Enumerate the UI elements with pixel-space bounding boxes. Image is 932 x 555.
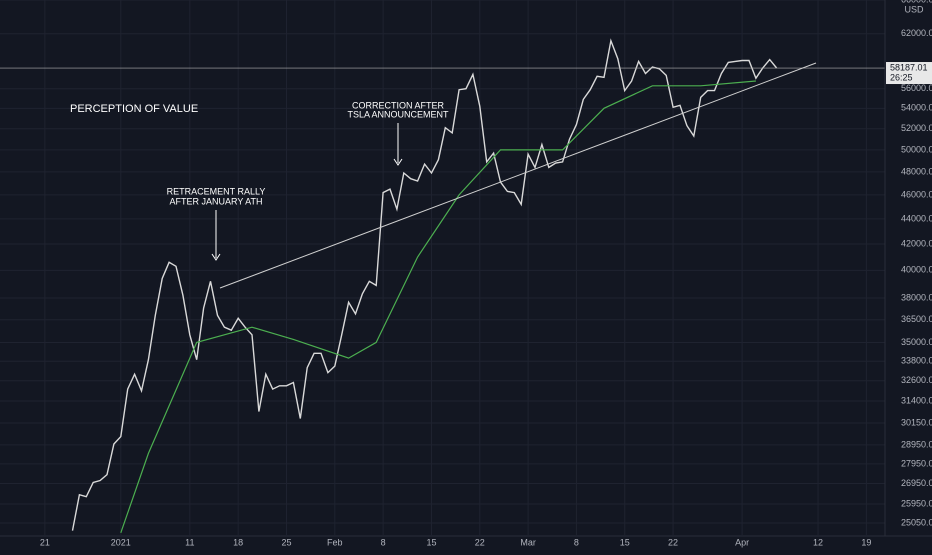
- y-tick-label: 40000.00: [901, 265, 932, 275]
- x-tick-label: 11: [185, 537, 194, 547]
- y-tick-label: 42000.00: [901, 238, 932, 248]
- y-tick-label: 54000.00: [901, 103, 932, 113]
- y-tick-label: 56000.00: [901, 83, 932, 93]
- grid: [0, 0, 885, 535]
- plot: [0, 38, 885, 533]
- x-tick-label: 2021: [111, 537, 131, 547]
- x-tick-label: 19: [861, 537, 871, 547]
- axes: 25050.00 25950.00 26950.00 27950.00 28950.00…: [40, 0, 932, 547]
- x-tick-label: 15: [426, 537, 436, 547]
- x-tick-label: 25: [281, 537, 291, 547]
- y-tick-label: 27950.00: [901, 458, 932, 468]
- y-tick-label: 32600.00: [901, 375, 932, 385]
- y-tick-label: 48000.00: [901, 166, 932, 176]
- last-price-label: 58187.01: [890, 62, 928, 72]
- series-line: [71, 38, 778, 531]
- x-tick-label: Feb: [327, 537, 343, 547]
- annotation: TSLA ANNOUNCEMENT: [347, 109, 449, 119]
- y-tick-label: 38000.00: [901, 292, 932, 302]
- y-tick-label: 30150.00: [901, 417, 932, 427]
- y-tick-label: 36500.00: [901, 314, 932, 324]
- price-axis: [885, 0, 932, 550]
- annotation: PERCEPTION OF VALUE: [70, 103, 198, 115]
- x-tick-label: Apr: [735, 537, 749, 547]
- x-tick-label: 22: [668, 537, 678, 547]
- last-price-box: [886, 62, 932, 85]
- annotation: CORRECTION AFTER: [352, 100, 445, 110]
- y-tick-label: 44000.00: [901, 213, 932, 223]
- y-tick-label: 62000.00: [901, 28, 932, 38]
- x-tick-label: 22: [475, 537, 485, 547]
- arrow-head: [393, 158, 403, 166]
- y-tick-label: 66000.00: [901, 0, 932, 4]
- y-tick-label: 33800.00: [901, 356, 932, 366]
- arrow-head: [211, 253, 221, 261]
- y-tick-label: 25050.00: [901, 517, 932, 527]
- x-tick-label: 8: [381, 537, 386, 547]
- annotation: AFTER JANUARY ATH: [169, 196, 262, 206]
- y-tick-label: 25950.00: [901, 498, 932, 508]
- y-tick-label: 28950.00: [901, 439, 932, 449]
- y-tick-label: 52000.00: [901, 123, 932, 133]
- x-tick-label: 21: [40, 537, 50, 547]
- series-line: [120, 80, 756, 533]
- x-tick-label: 15: [620, 537, 630, 547]
- x-tick-label: 18: [233, 537, 243, 547]
- annotation: RETRACEMENT RALLY: [167, 186, 266, 196]
- y-tick-label: 35000.00: [901, 337, 932, 347]
- y-tick-label: 26950.00: [901, 478, 932, 488]
- x-tick-label: 8: [574, 537, 579, 547]
- y-tick-label: 31400.00: [901, 395, 932, 405]
- currency: USD: [904, 4, 924, 14]
- y-tick-label: 46000.00: [901, 189, 932, 199]
- x-tick-label: 12: [813, 537, 823, 547]
- trend-line: [219, 62, 817, 289]
- y-tick-label: 50000.00: [901, 144, 932, 154]
- x-tick-label: Mar: [520, 537, 536, 547]
- countdown: 26:25: [890, 72, 913, 82]
